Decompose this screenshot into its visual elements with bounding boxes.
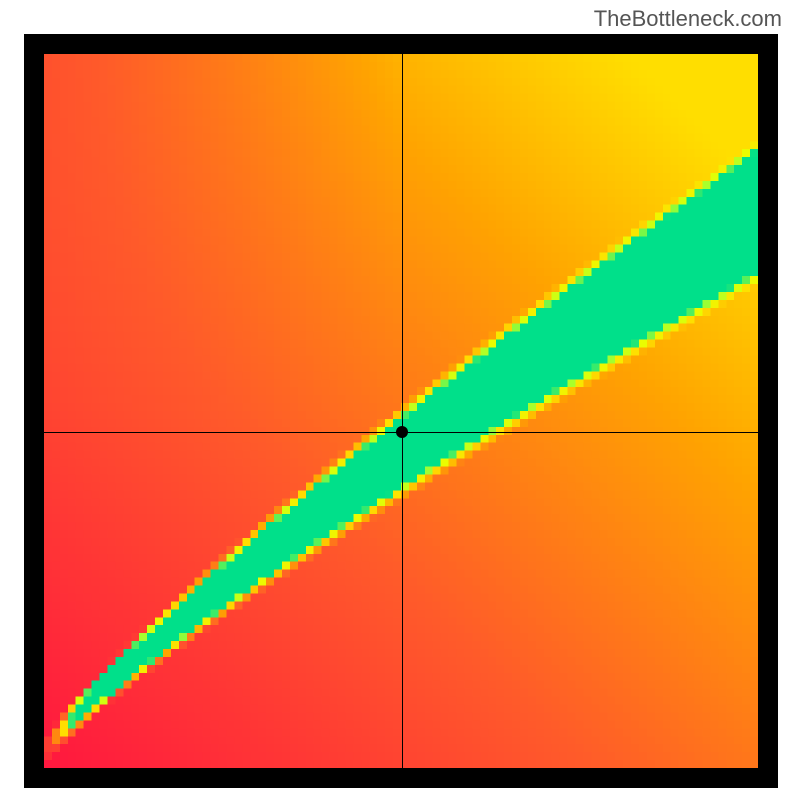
figure-container: TheBottleneck.com [0, 0, 800, 800]
heatmap-canvas [44, 54, 758, 768]
x-axis-tick [755, 768, 756, 776]
watermark-text: TheBottleneck.com [594, 6, 782, 32]
crosshair-marker-dot [396, 426, 408, 438]
crosshair-vertical [402, 54, 403, 768]
